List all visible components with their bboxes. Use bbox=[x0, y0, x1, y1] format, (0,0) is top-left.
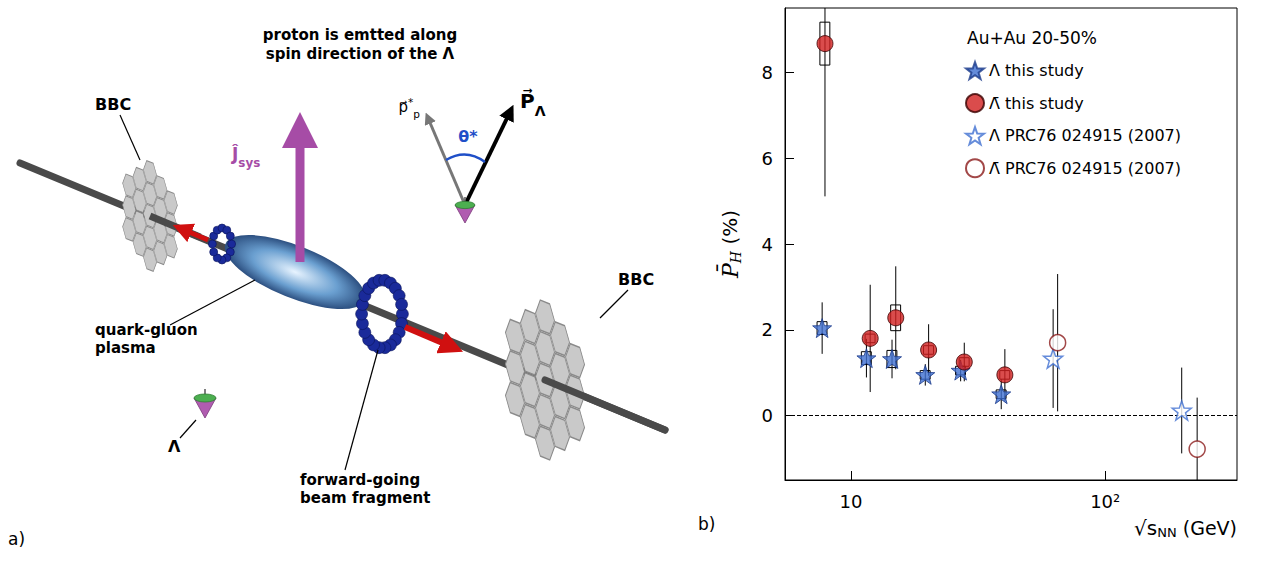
svg-text:P⃗Λ: P⃗Λ bbox=[520, 88, 546, 119]
svg-text:NN: NN bbox=[1157, 525, 1176, 540]
svg-text:2: 2 bbox=[762, 319, 773, 340]
svg-text:spin direction of the Λ: spin direction of the Λ bbox=[266, 45, 455, 63]
svg-text:Au+Au 20-50%: Au+Au 20-50% bbox=[967, 28, 1097, 48]
svg-text:0: 0 bbox=[762, 405, 773, 426]
svg-text:4: 4 bbox=[762, 234, 773, 255]
svg-text:Λ PRC76 024915 (2007): Λ PRC76 024915 (2007) bbox=[989, 126, 1181, 145]
svg-text:beam fragment: beam fragment bbox=[300, 489, 430, 507]
svg-text:Ĵsys: Ĵsys bbox=[231, 144, 260, 170]
svg-text:10²: 10² bbox=[1090, 491, 1120, 512]
svg-text:quark-gluon: quark-gluon bbox=[95, 321, 198, 339]
svg-text:b): b) bbox=[698, 514, 715, 534]
svg-text:Λ this study: Λ this study bbox=[989, 61, 1084, 80]
svg-text:forward-going: forward-going bbox=[300, 471, 420, 489]
svg-text:6: 6 bbox=[762, 148, 773, 169]
svg-text:plasma: plasma bbox=[95, 339, 156, 357]
svg-text:(%): (%) bbox=[718, 210, 742, 251]
svg-text:θ*: θ* bbox=[458, 127, 478, 146]
svg-text:H: H bbox=[728, 250, 744, 264]
svg-text:10: 10 bbox=[840, 491, 863, 512]
svg-text:P̄: P̄ bbox=[716, 262, 742, 279]
svg-text:p⃗*p: p⃗*p bbox=[399, 96, 421, 120]
svg-text:BBC: BBC bbox=[95, 95, 131, 114]
svg-text:8: 8 bbox=[762, 62, 773, 83]
svg-text:a): a) bbox=[8, 529, 25, 549]
svg-text:√s: √s bbox=[1134, 516, 1157, 540]
svg-text:Λ: Λ bbox=[168, 437, 181, 456]
svg-text:proton is emtted along: proton is emtted along bbox=[263, 26, 457, 44]
svg-text:Λ̄ PRC76 024915 (2007): Λ̄ PRC76 024915 (2007) bbox=[989, 159, 1181, 178]
svg-text:Λ̄ this study: Λ̄ this study bbox=[989, 94, 1084, 113]
svg-text:BBC: BBC bbox=[618, 270, 654, 289]
svg-text:(GeV): (GeV) bbox=[1177, 517, 1237, 539]
